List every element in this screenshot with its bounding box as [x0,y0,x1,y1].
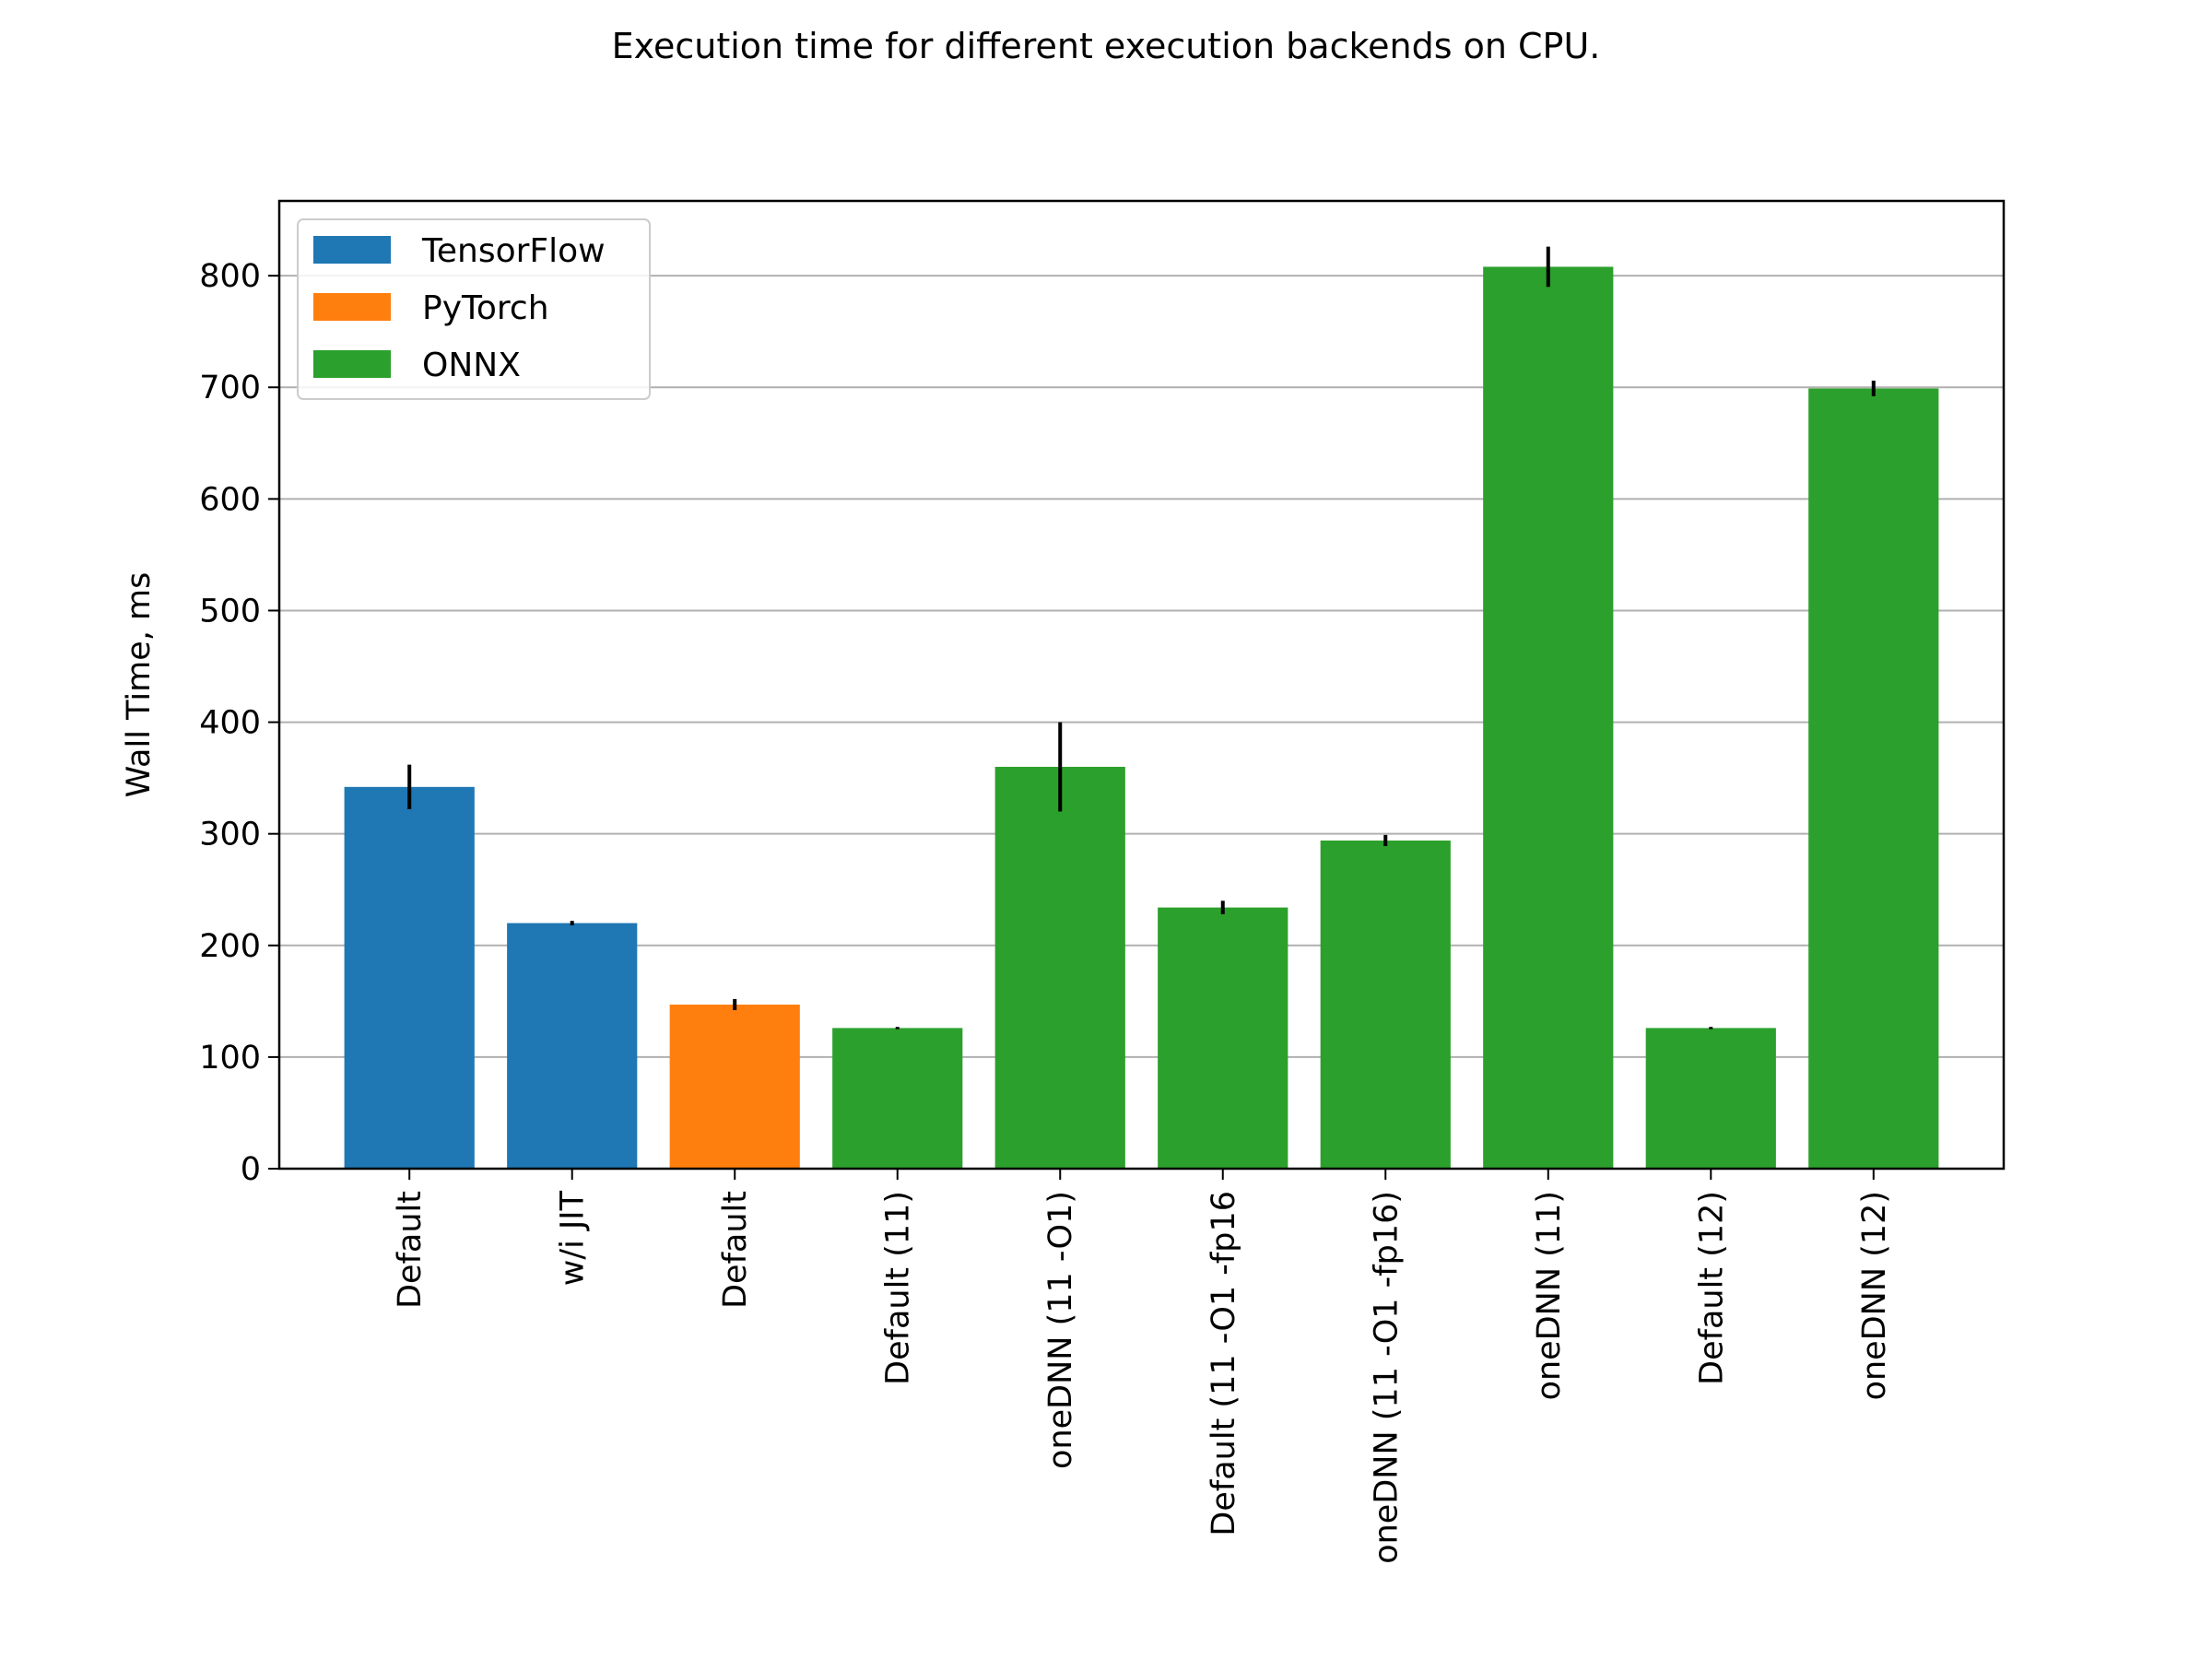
legend: TensorFlow PyTorch ONNX [297,218,651,400]
error-bars [407,246,1876,1030]
bar [1158,907,1288,1169]
x-tick-label: oneDNN (12) [1856,1191,1893,1400]
bars [344,266,1939,1170]
bar [1645,1028,1776,1169]
bar [1808,388,1939,1169]
y-axis: 0 100 200 300 400 500 600 700 800 [199,258,279,1188]
x-tick-label: oneDNN (11) [1531,1191,1568,1400]
y-axis-label: Wall Time, ms [121,572,158,798]
x-tick-label: Default [717,1191,754,1309]
y-tick-label: 800 [199,258,261,295]
y-tick-label: 700 [199,370,261,406]
x-tick-label: Default (11) [880,1191,917,1385]
bar [994,767,1125,1169]
x-tick-label: Default (12) [1693,1191,1730,1385]
legend-label: TensorFlow [421,232,606,270]
y-tick-label: 300 [199,817,261,853]
x-tick-label: Default [392,1191,429,1309]
bar [344,786,475,1169]
y-tick-label: 0 [241,1151,261,1188]
y-tick-label: 600 [199,481,261,518]
plot-frame [277,199,2006,1171]
legend-swatch [313,293,391,321]
y-tick-label: 400 [199,705,261,742]
x-tick-label: w/i JIT [555,1190,592,1286]
legend-swatch [313,350,391,378]
y-tick-label: 200 [199,928,261,965]
legend-swatch [313,236,391,264]
legend-label: ONNX [422,347,521,384]
bar [1483,266,1614,1170]
legend-label: PyTorch [422,289,549,327]
y-tick-label: 500 [199,593,261,629]
bar [832,1028,963,1169]
bar [1320,840,1451,1169]
chart-title: Execution time for different execution b… [611,26,1601,66]
bar [507,923,638,1169]
x-tick-label: oneDNN (11 -O1 -fp16) [1368,1191,1405,1564]
y-tick-label: 100 [199,1040,261,1077]
x-tick-label: oneDNN (11 -O1) [1042,1191,1079,1469]
x-tick-label: Default (11 -O1 -fp16 [1206,1191,1242,1536]
bar [669,1004,800,1169]
x-axis: Default w/i JIT Default Default (11) oneDNN … [392,1169,1893,1564]
